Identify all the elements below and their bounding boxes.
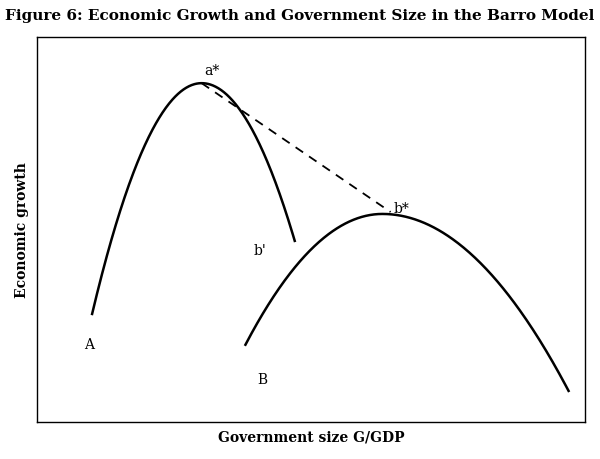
Text: b*: b*: [394, 202, 409, 216]
Text: B: B: [257, 372, 267, 386]
Text: A: A: [85, 337, 94, 351]
X-axis label: Government size G/GDP: Government size G/GDP: [218, 430, 404, 444]
Text: b': b': [254, 243, 266, 257]
Text: a*: a*: [205, 64, 220, 78]
Y-axis label: Economic growth: Economic growth: [15, 162, 29, 297]
Text: Figure 6: Economic Growth and Government Size in the Barro Model: Figure 6: Economic Growth and Government…: [5, 9, 595, 23]
